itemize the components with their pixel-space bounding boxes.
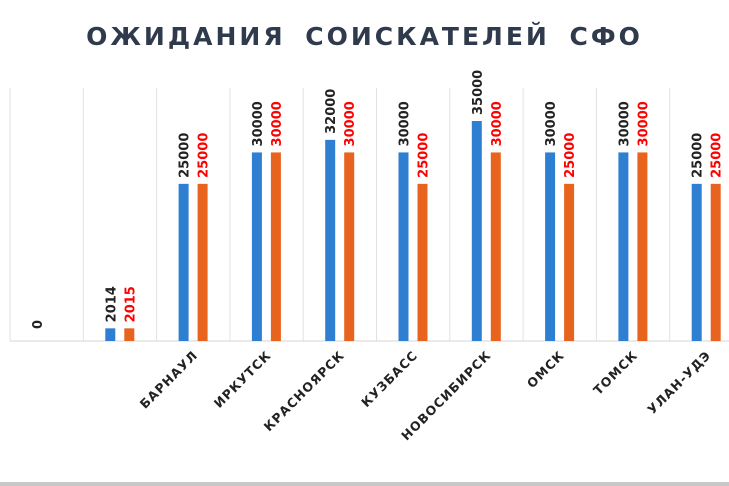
bar-2015	[710, 183, 721, 341]
bar-2014	[545, 152, 556, 341]
data-label: 30000	[398, 101, 413, 146]
data-label: 2015	[123, 286, 138, 322]
bar-2015	[564, 183, 575, 341]
data-label: 30000	[617, 101, 632, 146]
bar-2014	[691, 183, 702, 341]
bar-2014	[325, 139, 336, 341]
bar-2014	[618, 152, 629, 341]
bar-2015	[637, 152, 648, 341]
data-label: 0	[31, 320, 46, 329]
data-label: 30000	[490, 101, 505, 146]
x-tick-label: ОМСК	[524, 348, 567, 391]
data-label: 30000	[270, 101, 285, 146]
bar-2015	[197, 183, 208, 341]
bar-2015	[417, 183, 428, 341]
data-label: 25000	[691, 133, 706, 178]
data-label: 25000	[197, 133, 212, 178]
x-tick-label: ИРКУТСК	[211, 348, 274, 411]
data-label: 30000	[636, 101, 651, 146]
data-label: 30000	[544, 101, 559, 146]
bar-2015	[124, 328, 135, 341]
bar-2015	[270, 152, 281, 341]
bar-2014	[398, 152, 409, 341]
data-label: 35000	[471, 70, 486, 115]
data-label: 25000	[417, 133, 432, 178]
x-tick-label: КУЗБАСС	[358, 348, 420, 410]
x-tick-label: БАРНАУЛ	[137, 348, 201, 412]
data-label: 2014	[104, 286, 119, 322]
data-label: 25000	[563, 133, 578, 178]
bar-2015	[344, 152, 355, 341]
bar-2014	[105, 328, 116, 341]
data-label: 25000	[710, 133, 725, 178]
data-label: 32000	[324, 89, 339, 134]
scrollbar-edge	[0, 482, 729, 486]
x-tick-label: КРАСНОЯРСК	[261, 348, 348, 435]
bar-2014	[178, 183, 189, 341]
bar-2015	[490, 152, 501, 341]
chart-title: ОЖИДАНИЯ СОИСКАТЕЛЕЙ СФО	[86, 22, 643, 51]
bar-2014	[251, 152, 262, 341]
data-label: 25000	[178, 133, 193, 178]
x-tick-label: УЛАН-УДЭ	[644, 348, 714, 418]
data-label: 30000	[343, 101, 358, 146]
data-label: 30000	[251, 101, 266, 146]
x-tick-label: ТОМСК	[590, 348, 640, 398]
bar-2014	[471, 121, 482, 341]
